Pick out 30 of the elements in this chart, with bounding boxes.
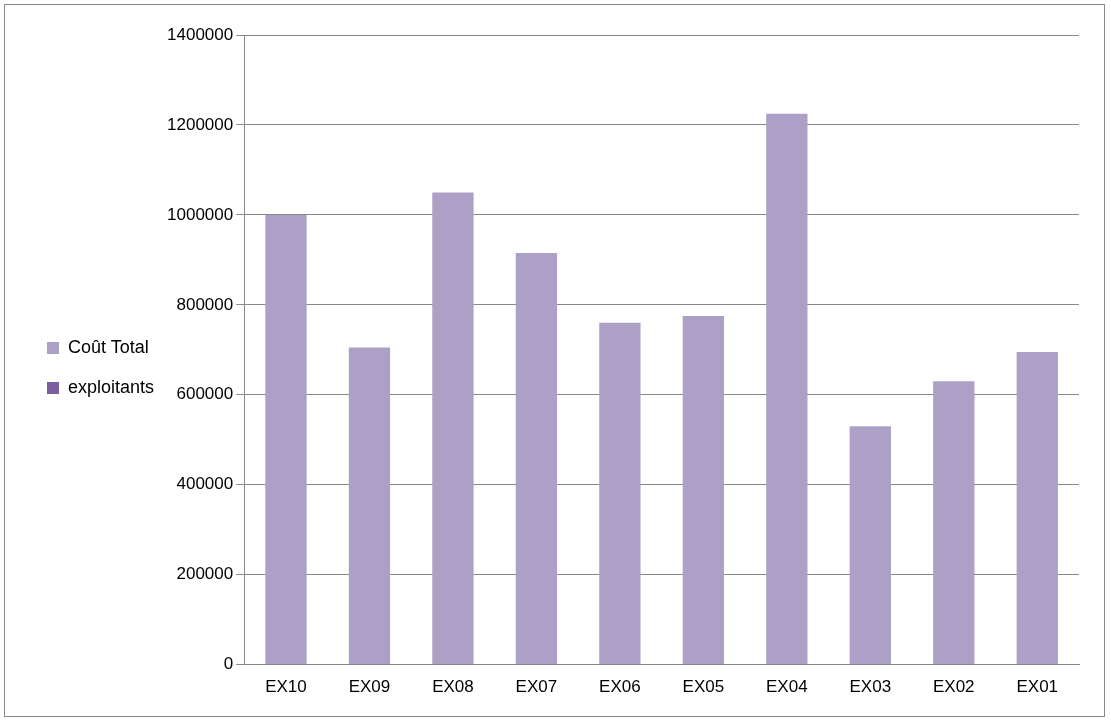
x-tick-label: EX09 <box>348 677 391 697</box>
x-tick-label: EX04 <box>766 677 808 697</box>
x-tick-label: EX01 <box>1016 677 1059 697</box>
bar <box>766 113 808 665</box>
y-tick-label: 1200000 <box>167 114 234 134</box>
x-tick-label: EX03 <box>849 677 892 697</box>
bar <box>1016 352 1058 665</box>
x-tick-label: EX07 <box>515 677 558 697</box>
y-tick-label: 1000000 <box>167 204 234 224</box>
legend-label: Coût Total <box>68 336 149 357</box>
bar <box>348 347 391 665</box>
x-tick-label: EX10 <box>265 677 307 697</box>
y-tick-label: 1400000 <box>167 24 234 44</box>
y-tick-label: 0 <box>223 654 234 674</box>
legend-label: exploitants <box>68 376 155 397</box>
x-tick-label: EX02 <box>932 677 975 697</box>
x-tick-label: EX05 <box>682 677 725 697</box>
bar <box>265 214 307 665</box>
x-tick-label: EX06 <box>599 677 641 697</box>
y-tick-label: 800000 <box>176 294 234 314</box>
bar <box>432 192 474 665</box>
bar <box>682 316 725 665</box>
y-tick-label: 400000 <box>176 474 234 494</box>
x-tick-label: EX08 <box>432 677 474 697</box>
bar <box>515 253 558 665</box>
y-tick-label: 200000 <box>176 564 234 584</box>
bar <box>849 426 891 665</box>
y-tick-label: 600000 <box>176 384 234 404</box>
bar <box>933 381 975 665</box>
bar <box>599 322 641 665</box>
